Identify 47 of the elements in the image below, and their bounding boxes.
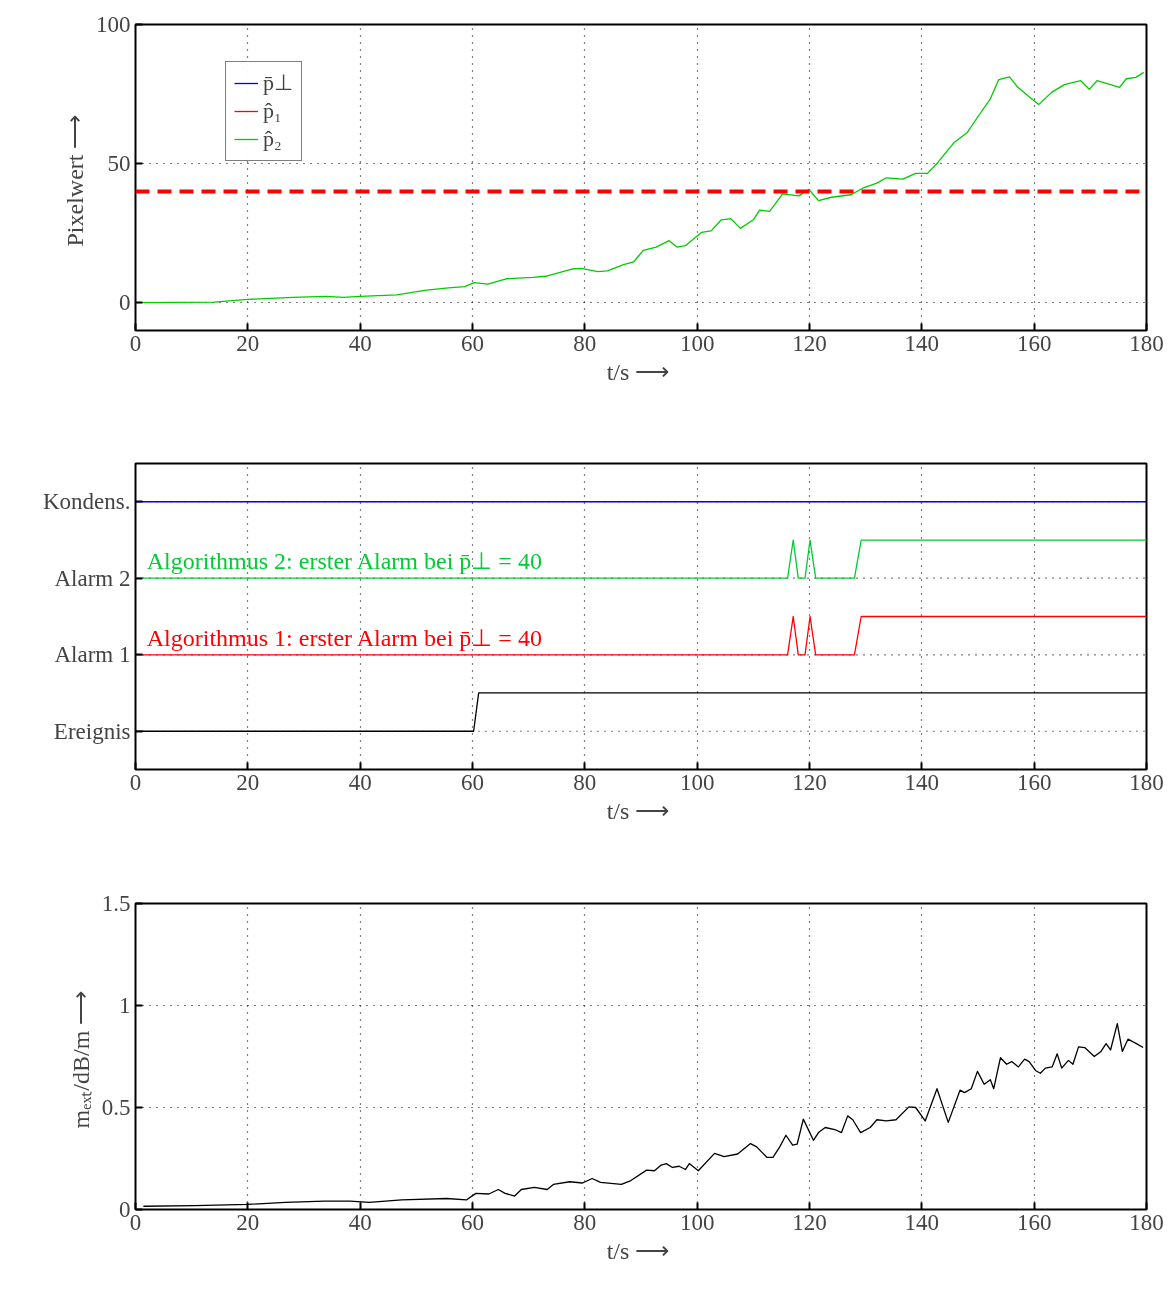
x-tick-label: 160 xyxy=(1016,1209,1052,1235)
x-axis-title: t/s ⟶ xyxy=(606,797,670,824)
y-tick-label: 1.5 xyxy=(101,891,131,916)
x-tick-label: 120 xyxy=(792,769,827,795)
annotation: Algorithmus 1: erster Alarm bei p̄⊥ = 40 xyxy=(146,624,542,651)
x-axis-title: t/s ⟶ xyxy=(606,1237,670,1264)
x-tick-label: 40 xyxy=(348,1209,372,1235)
x-axis-title: t/s ⟶ xyxy=(606,358,670,385)
x-tick-label: 80 xyxy=(573,769,597,795)
y-tick-label: 100 xyxy=(96,12,131,37)
x-tick-label: 180 xyxy=(1129,1209,1164,1235)
y-tick-label: 1 xyxy=(119,993,131,1018)
y-axis-title: mₑₓₜ/dB/m ⟶ xyxy=(67,990,94,1129)
x-tick-label: 80 xyxy=(573,1209,597,1235)
x-tick-label: 160 xyxy=(1016,330,1052,356)
y-tick-label: 0 xyxy=(119,290,131,316)
ref-line-label: Ereignis xyxy=(53,718,131,744)
y-tick-label: 0.5 xyxy=(101,1095,131,1120)
x-tick-label: 140 xyxy=(904,330,940,356)
x-tick-label: 180 xyxy=(1129,330,1164,356)
x-tick-label: 140 xyxy=(904,769,940,795)
x-tick-label: 40 xyxy=(348,769,372,795)
y-axis-title: Pixelwert ⟶ xyxy=(62,114,88,247)
x-tick-label: 100 xyxy=(679,769,715,795)
x-tick-label: 100 xyxy=(679,330,715,356)
x-tick-label: 40 xyxy=(348,330,372,356)
ref-line-label: Alarm 2 xyxy=(54,565,131,591)
x-tick-label: 80 xyxy=(573,330,597,356)
x-tick-label: 120 xyxy=(792,1209,827,1235)
x-tick-label: 20 xyxy=(236,769,260,795)
annotation: Algorithmus 2: erster Alarm bei p̄⊥ = 40 xyxy=(146,548,542,575)
x-tick-label: 20 xyxy=(236,330,260,356)
legend-label: p̂₁ xyxy=(263,98,283,124)
legend-label: p̄⊥ xyxy=(263,70,293,96)
x-tick-label: 120 xyxy=(792,330,827,356)
x-tick-label: 60 xyxy=(461,769,484,795)
legend-label: p̂₂ xyxy=(263,126,283,152)
ref-line-label: Alarm 1 xyxy=(54,642,131,668)
x-tick-label: 140 xyxy=(904,1209,940,1235)
x-tick-label: 100 xyxy=(679,1209,715,1235)
ref-line-label: Kondens. xyxy=(42,489,131,515)
x-tick-label: 160 xyxy=(1016,769,1052,795)
x-tick-label: 60 xyxy=(461,330,484,356)
x-tick-label: 20 xyxy=(236,1209,260,1235)
x-tick-label: 60 xyxy=(461,1209,484,1235)
x-tick-label: 180 xyxy=(1129,769,1164,795)
y-tick-label: 50 xyxy=(107,151,131,177)
